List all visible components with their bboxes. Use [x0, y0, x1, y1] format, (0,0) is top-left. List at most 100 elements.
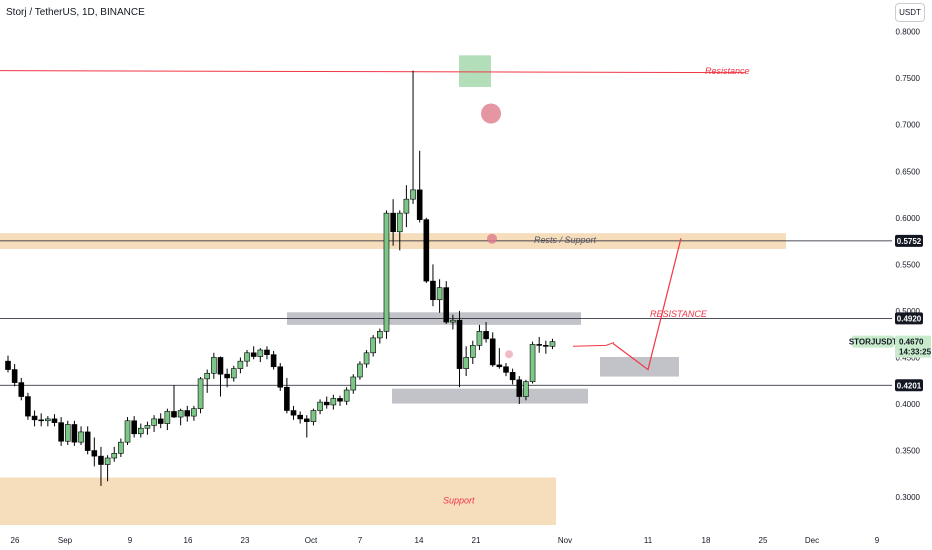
candle-body[interactable] [396, 212, 403, 233]
candle-body[interactable] [164, 411, 171, 424]
currency-button[interactable]: USDT [895, 3, 925, 22]
candle-body[interactable] [25, 396, 31, 417]
candle-body[interactable] [436, 287, 443, 301]
candle-body[interactable] [177, 410, 184, 418]
candle-body[interactable] [423, 219, 430, 282]
candle-body[interactable] [204, 372, 210, 380]
candle-body[interactable] [78, 431, 84, 443]
candle-body[interactable] [483, 331, 489, 340]
candle-body[interactable] [84, 431, 91, 451]
candle-body[interactable] [543, 345, 549, 347]
candle-body[interactable] [370, 337, 377, 354]
candle-body[interactable] [284, 386, 290, 411]
candle-body[interactable] [317, 401, 323, 411]
candle-body[interactable] [277, 366, 284, 388]
price-axis[interactable]: 0.8000 0.7500 0.7000 0.6500 0.6000 0.5500 0.50… [896, 28, 921, 503]
candle-body[interactable] [390, 212, 396, 233]
candle-body[interactable] [290, 410, 297, 416]
candle-body[interactable] [98, 455, 104, 465]
candle-body[interactable] [463, 357, 469, 369]
candle-body[interactable] [456, 319, 463, 369]
time-axis[interactable]: 26 Sep 9 16 23 Oct 7 14 21 Nov 11 18 25 Dec 9 [11, 536, 880, 545]
candle-body[interactable] [310, 410, 317, 422]
time-tick: 21 [472, 536, 481, 545]
candle-body[interactable] [131, 420, 137, 435]
candle-body[interactable] [5, 360, 11, 370]
candle-body[interactable] [523, 381, 529, 397]
candle-body[interactable] [377, 331, 383, 339]
candle-body[interactable] [343, 389, 350, 402]
candle-body[interactable] [11, 369, 18, 383]
candle-body[interactable] [244, 352, 250, 362]
candle-body[interactable] [157, 418, 164, 424]
resistance-box-outline [572, 342, 615, 347]
candle-body[interactable] [297, 414, 303, 420]
candle-body[interactable] [430, 280, 436, 301]
candle-body[interactable] [303, 418, 310, 422]
candle-body[interactable] [111, 453, 118, 459]
candle-body[interactable] [171, 411, 177, 418]
candle-body[interactable] [337, 398, 343, 402]
candle-body[interactable] [237, 360, 244, 369]
candle-body[interactable] [51, 418, 58, 423]
time-tick: 26 [11, 536, 20, 545]
candle-body[interactable] [476, 331, 483, 346]
candle-body[interactable] [350, 376, 357, 391]
candle-body[interactable] [124, 420, 131, 443]
candle-body[interactable] [138, 427, 144, 435]
candle-body[interactable] [529, 344, 536, 382]
candle-body[interactable] [270, 354, 277, 368]
candle-body[interactable] [151, 418, 157, 426]
candle-body[interactable] [184, 410, 191, 417]
candle-body[interactable] [383, 212, 390, 332]
candle-body[interactable] [31, 415, 38, 421]
candle-body[interactable] [257, 349, 264, 357]
candle-body[interactable] [450, 319, 456, 323]
candle-body[interactable] [71, 424, 78, 443]
candle-body[interactable] [403, 198, 410, 214]
candle-body[interactable] [197, 378, 204, 409]
candle-body[interactable] [363, 352, 370, 365]
candle-body[interactable] [330, 398, 337, 406]
time-tick: 9 [875, 536, 880, 545]
level-tag [895, 312, 923, 325]
candle-body[interactable] [118, 441, 124, 454]
candle-body[interactable] [416, 189, 423, 220]
candle-body[interactable] [503, 366, 509, 373]
candle-body[interactable] [250, 352, 257, 357]
candle-body[interactable] [217, 357, 224, 375]
candle-body[interactable] [443, 287, 450, 323]
price-tick: 0.8000 [896, 28, 921, 37]
candle-body[interactable] [58, 422, 64, 442]
candle-body[interactable] [323, 401, 330, 406]
candle-body[interactable] [224, 373, 230, 379]
candle-body[interactable] [536, 344, 543, 346]
candle-body[interactable] [516, 379, 523, 397]
symbol-title[interactable]: Storj / TetherUS, 1D, BINANCE [6, 7, 145, 18]
candle-body[interactable] [469, 345, 476, 358]
price-tick: 0.4000 [896, 400, 921, 409]
candle-body[interactable] [496, 364, 503, 368]
candle-body[interactable] [38, 419, 45, 422]
candle-body[interactable] [144, 425, 151, 429]
candle-body[interactable] [230, 368, 237, 379]
candle-body[interactable] [91, 450, 98, 457]
resistance-line [0, 70, 747, 74]
last-price-countdown: 14:33:25 [899, 348, 932, 357]
candle-body[interactable] [509, 372, 516, 381]
candle-body[interactable] [410, 189, 416, 200]
candle-body[interactable] [18, 382, 25, 397]
candle-body[interactable] [264, 349, 270, 355]
level-tag-label: 0.4201 [897, 381, 922, 390]
candle-body[interactable] [489, 338, 496, 366]
candle-body[interactable] [211, 357, 217, 374]
last-price-symbol-box [852, 335, 894, 348]
candle-body[interactable] [64, 424, 71, 442]
last-price-badge: STORJUSDT 0.4670 14:33:25 [849, 335, 932, 358]
candle-body[interactable] [191, 408, 197, 417]
candle-body[interactable] [45, 418, 51, 422]
candle-body[interactable] [104, 457, 111, 465]
candle-body[interactable] [357, 363, 363, 378]
candle-body[interactable] [549, 341, 556, 347]
